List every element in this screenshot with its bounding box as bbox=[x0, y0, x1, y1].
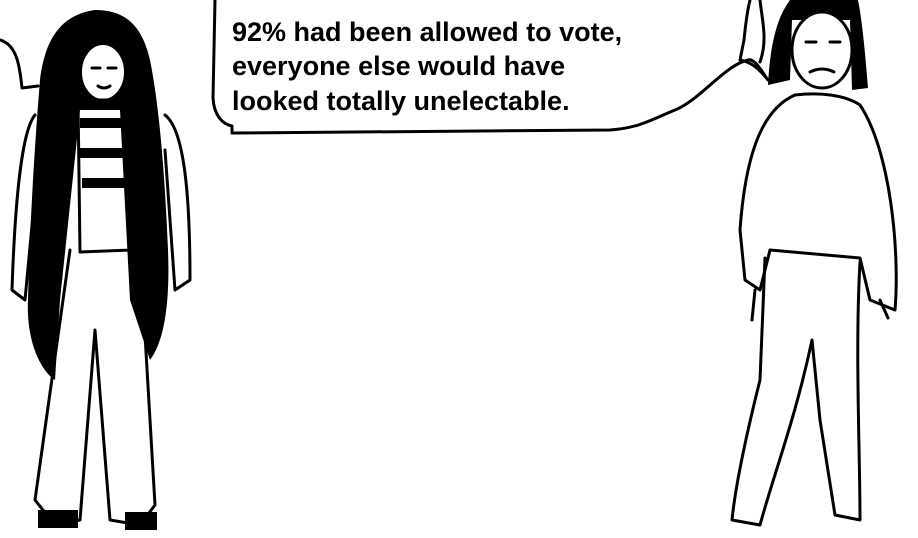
bubble-line: 92% had been allowed to vote, bbox=[232, 17, 622, 47]
right-figure bbox=[730, 0, 898, 527]
speech-bubble-tail bbox=[758, 0, 766, 64]
bubble-line: everyone else would have bbox=[232, 51, 565, 81]
left-figure bbox=[10, 10, 192, 530]
speech-bubble bbox=[211, 0, 770, 135]
left-bubble-fragment bbox=[0, 38, 40, 90]
bubble-line: looked totally unelectable. bbox=[232, 86, 570, 116]
